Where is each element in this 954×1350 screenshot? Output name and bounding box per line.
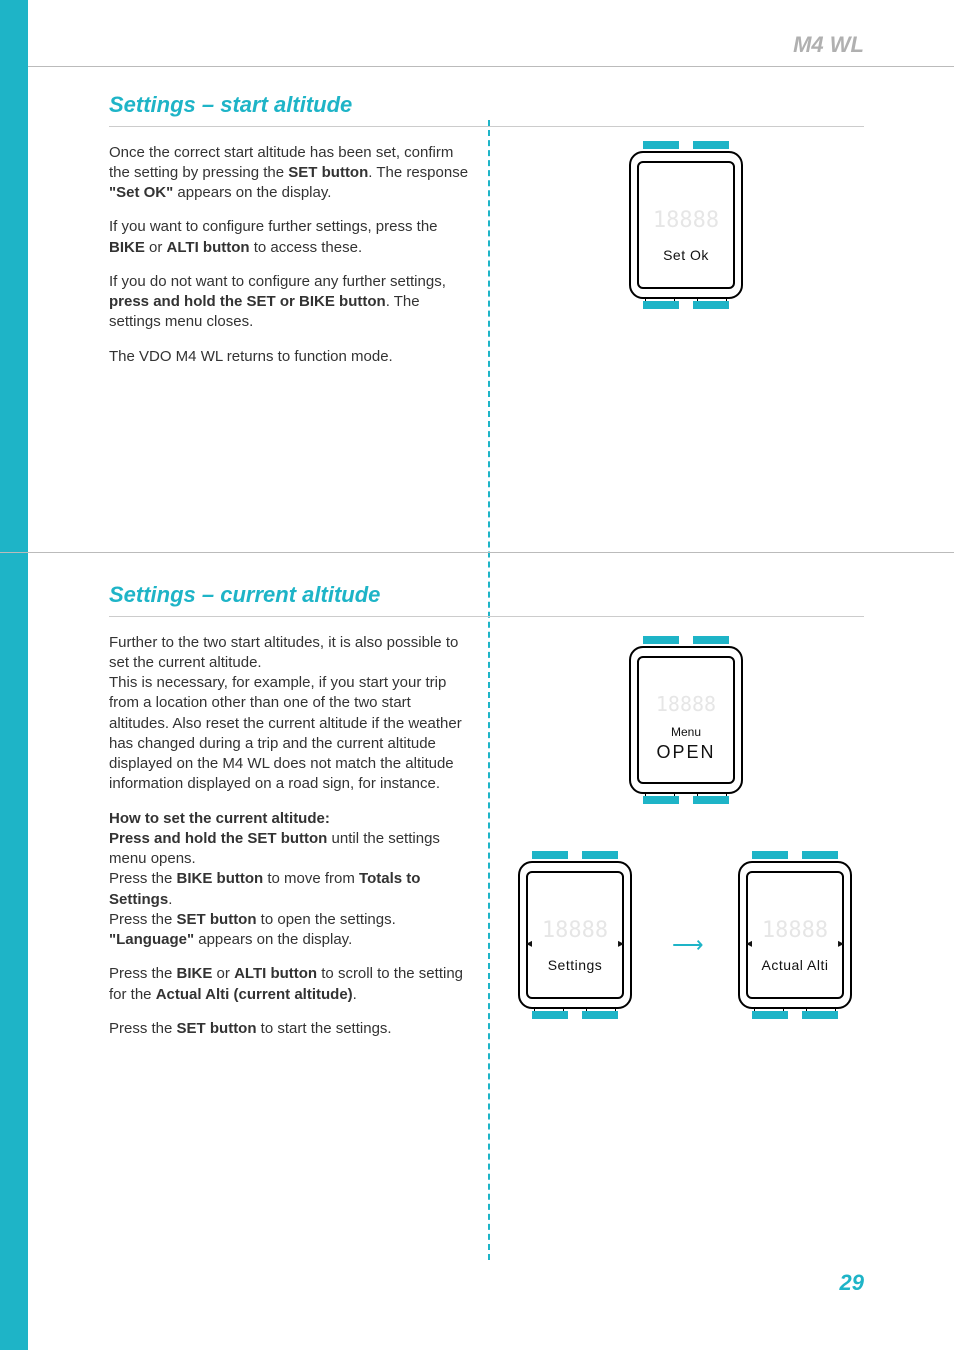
- device-label: Actual Alti: [762, 956, 829, 975]
- text: appears on the display.: [194, 931, 352, 948]
- text: . The response: [368, 164, 468, 181]
- device-label: Settings: [548, 956, 603, 975]
- text: or: [212, 965, 234, 982]
- header-model: M4 WL: [793, 30, 864, 60]
- device-screen-set-ok: 18888 Set Ok: [621, 135, 751, 315]
- text: .: [353, 986, 357, 1003]
- text: Press the: [109, 870, 177, 887]
- text-bold: How to set the current altitude:: [109, 809, 469, 829]
- text: Press the: [109, 911, 177, 928]
- text-bold: SET button: [288, 164, 368, 181]
- ghost-digits: 18888: [542, 916, 608, 946]
- section2-body: Further to the two start altitudes, it i…: [109, 633, 469, 1040]
- nav-left-icon: ◂: [746, 935, 752, 951]
- arrow-right-icon: ⟶: [672, 930, 704, 960]
- text: to open the settings.: [257, 911, 396, 928]
- text: This is necessary, for example, if you s…: [109, 673, 469, 795]
- nav-right-icon: ▸: [618, 935, 624, 951]
- nav-left-icon: ◂: [526, 935, 532, 951]
- text-bold: Actual Alti (current altitude): [156, 986, 353, 1003]
- text: appears on the display.: [173, 184, 331, 201]
- page-sidebar: [0, 0, 28, 1350]
- header-rule: [28, 66, 954, 67]
- text: If you want to configure further setting…: [109, 218, 438, 235]
- text: to start the settings.: [257, 1020, 392, 1037]
- ghost-digits: 18888: [762, 916, 828, 946]
- page-number: 29: [840, 1268, 864, 1298]
- device-line1: Menu: [671, 724, 701, 740]
- text: Further to the two start altitudes, it i…: [109, 633, 469, 674]
- device-screen-menu-open: 18888 Menu OPEN: [621, 630, 751, 810]
- section-title: Settings – start altitude: [109, 90, 864, 126]
- ghost-digits: 18888: [653, 206, 719, 236]
- text: Press the: [109, 965, 177, 982]
- text-bold: "Set OK": [109, 184, 173, 201]
- nav-right-icon: ▸: [838, 935, 844, 951]
- text: or: [145, 239, 167, 256]
- section-title-rule: [109, 126, 864, 127]
- device-screen-settings: 18888 Settings ◂ ▸: [510, 845, 640, 1025]
- section-title-rule: [109, 616, 864, 617]
- device-line2: OPEN: [656, 740, 715, 764]
- device-screen-actual-alti: 18888 Actual Alti ◂ ▸: [730, 845, 860, 1025]
- text: .: [168, 891, 172, 908]
- text-bold: SET button: [177, 911, 257, 928]
- section-title: Settings – current altitude: [109, 580, 864, 616]
- text-bold: BIKE button: [177, 870, 264, 887]
- section1-body: Once the correct start altitude has been…: [109, 143, 469, 367]
- text-bold: ALTI button: [167, 239, 250, 256]
- text-bold: "Language": [109, 931, 194, 948]
- text-bold: BIKE: [109, 239, 145, 256]
- text-bold: SET button: [177, 1020, 257, 1037]
- text: If you do not want to configure any furt…: [109, 273, 446, 290]
- text: The VDO M4 WL returns to function mode.: [109, 347, 469, 367]
- text-bold: ALTI button: [234, 965, 317, 982]
- text-bold: Press and hold the SET button: [109, 830, 327, 847]
- mid-page-rule: [0, 552, 954, 553]
- text: to access these.: [250, 239, 363, 256]
- device-label: Set Ok: [663, 246, 709, 265]
- text-bold: BIKE: [177, 965, 213, 982]
- text: to move from: [263, 870, 359, 887]
- text: Press the: [109, 1020, 177, 1037]
- text-bold: press and hold the SET or BIKE button: [109, 293, 386, 310]
- ghost-digits: 18888: [656, 691, 716, 718]
